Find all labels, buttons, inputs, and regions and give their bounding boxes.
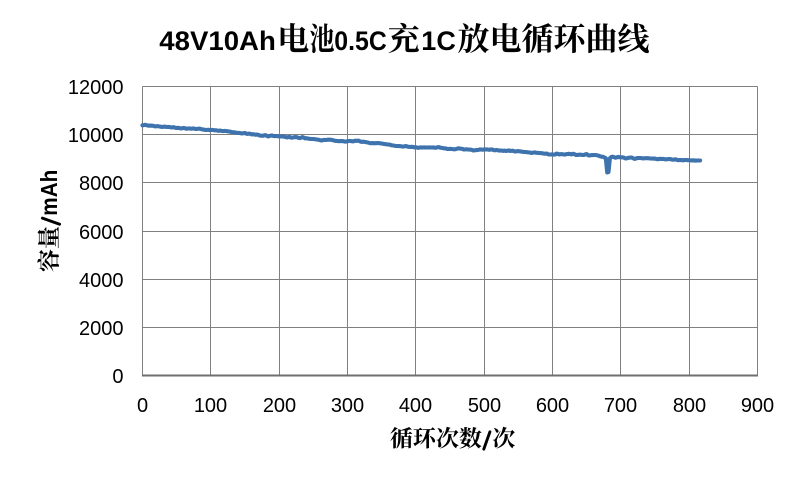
svg-text:100: 100	[194, 395, 227, 417]
svg-text:700: 700	[604, 395, 637, 417]
svg-text:1C: 1C	[421, 26, 456, 56]
svg-text:mAh: mAh	[36, 170, 62, 216]
svg-text:200: 200	[263, 395, 296, 417]
svg-text:10000: 10000	[68, 125, 124, 147]
svg-text:6000: 6000	[79, 222, 124, 244]
svg-text:600: 600	[536, 395, 569, 417]
svg-text:0: 0	[112, 366, 123, 388]
svg-text:300: 300	[331, 395, 364, 417]
svg-text:900: 900	[741, 395, 774, 417]
svg-text:4000: 4000	[79, 270, 124, 292]
svg-text:500: 500	[468, 395, 501, 417]
svg-text:48V10Ah: 48V10Ah	[159, 26, 275, 56]
svg-text:12000: 12000	[68, 77, 124, 99]
svg-text:0.5C: 0.5C	[334, 26, 387, 56]
svg-text:8000: 8000	[79, 173, 124, 195]
svg-text:0: 0	[137, 395, 148, 417]
svg-text:800: 800	[673, 395, 706, 417]
svg-text:400: 400	[399, 395, 432, 417]
svg-text:2000: 2000	[79, 318, 124, 340]
